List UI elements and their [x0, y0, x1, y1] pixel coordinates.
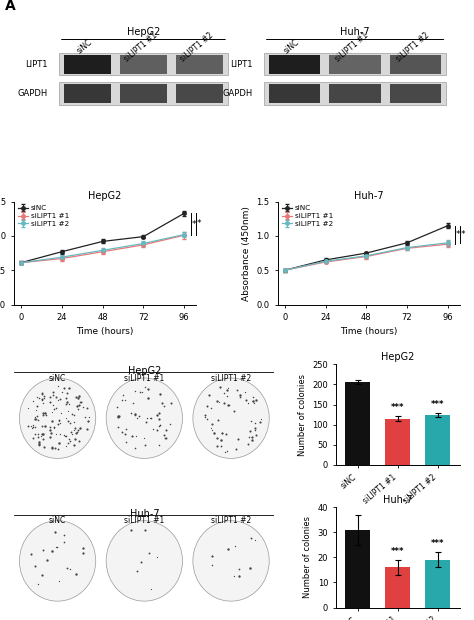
Bar	[390, 84, 441, 103]
Bar	[346, 383, 370, 465]
Bar	[329, 55, 381, 74]
Text: LIPT1: LIPT1	[230, 60, 253, 69]
Bar	[175, 55, 223, 74]
Legend: siNC, siLIPT1 #1, siLIPT1 #2: siNC, siLIPT1 #1, siLIPT1 #2	[282, 205, 333, 227]
Text: siLIPT1 #2: siLIPT1 #2	[395, 30, 431, 63]
Text: HepG2: HepG2	[127, 27, 160, 37]
Text: siLIPT1 #1: siLIPT1 #1	[122, 30, 159, 63]
Text: HepG2: HepG2	[128, 366, 161, 376]
Text: LIPT1: LIPT1	[25, 60, 47, 69]
Title: HepG2: HepG2	[381, 352, 415, 362]
Bar	[264, 53, 447, 76]
Bar	[59, 53, 228, 76]
Text: Huh-7: Huh-7	[340, 27, 370, 37]
Text: siLIPT1 #1: siLIPT1 #1	[124, 516, 164, 525]
Text: GAPDH: GAPDH	[222, 89, 253, 98]
Text: siNC: siNC	[74, 38, 93, 56]
Ellipse shape	[19, 378, 96, 458]
Text: siLIPT1 #1: siLIPT1 #1	[334, 30, 371, 63]
Text: siNC: siNC	[49, 374, 66, 383]
Bar	[59, 82, 228, 105]
X-axis label: Time (hours): Time (hours)	[340, 327, 398, 337]
Bar	[269, 55, 320, 74]
Bar	[64, 55, 111, 74]
Text: siNC: siNC	[282, 38, 301, 56]
Ellipse shape	[106, 521, 182, 601]
Bar	[346, 529, 370, 608]
Y-axis label: Number of colonies: Number of colonies	[303, 516, 312, 598]
Bar	[390, 55, 441, 74]
Text: siLIPT1 #2: siLIPT1 #2	[179, 30, 215, 63]
Bar	[269, 84, 320, 103]
Bar	[175, 84, 223, 103]
Ellipse shape	[193, 378, 269, 458]
Text: Huh-7: Huh-7	[129, 508, 159, 518]
Bar	[329, 84, 381, 103]
Text: ***: ***	[391, 403, 405, 412]
X-axis label: Time (hours): Time (hours)	[76, 327, 134, 337]
Bar	[264, 82, 447, 105]
Ellipse shape	[19, 521, 96, 601]
Text: *: *	[192, 219, 196, 229]
Text: *: *	[456, 231, 460, 239]
Text: siLIPT1 #1: siLIPT1 #1	[124, 374, 164, 383]
Bar	[64, 84, 111, 103]
Legend: siNC, siLIPT1 #1, siLIPT1 #2: siNC, siLIPT1 #1, siLIPT1 #2	[18, 205, 69, 227]
Bar	[385, 567, 410, 608]
Ellipse shape	[106, 378, 182, 458]
Text: siLIPT1 #2: siLIPT1 #2	[211, 516, 251, 525]
Text: GAPDH: GAPDH	[18, 89, 47, 98]
Text: *: *	[197, 219, 201, 228]
Bar	[425, 560, 450, 608]
Bar	[425, 415, 450, 465]
Text: siLIPT1 #2: siLIPT1 #2	[211, 374, 251, 383]
Y-axis label: Number of colonies: Number of colonies	[298, 374, 307, 456]
Text: ***: ***	[391, 547, 405, 556]
Title: Huh-7: Huh-7	[383, 495, 413, 505]
Title: Huh-7: Huh-7	[354, 191, 383, 201]
Y-axis label: Absorbance (450nm): Absorbance (450nm)	[242, 206, 251, 301]
Text: siNC: siNC	[49, 516, 66, 525]
Text: ***: ***	[431, 401, 445, 409]
Text: A: A	[5, 0, 16, 13]
Bar	[385, 418, 410, 465]
Text: *: *	[461, 230, 465, 239]
Title: HepG2: HepG2	[89, 191, 122, 201]
Bar	[120, 84, 167, 103]
Ellipse shape	[193, 521, 269, 601]
Text: ***: ***	[431, 539, 445, 548]
Bar	[120, 55, 167, 74]
